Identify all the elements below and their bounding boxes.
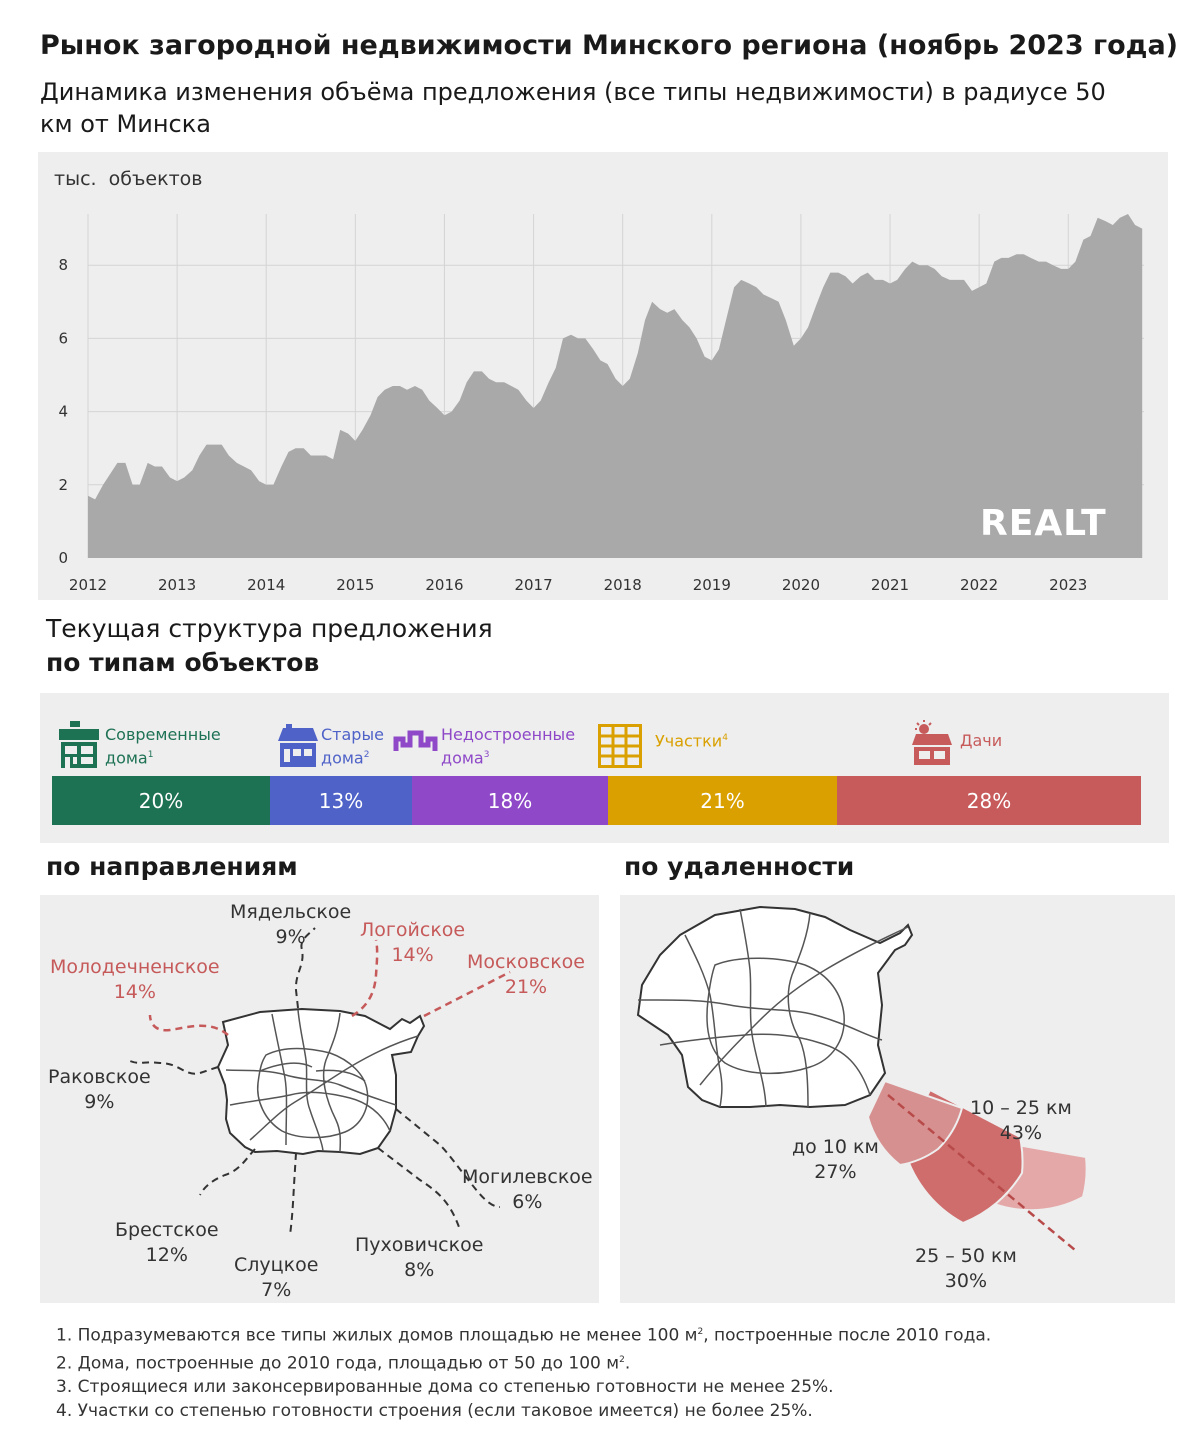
distance-10-25: 10 – 25 км 43% <box>970 1097 1072 1144</box>
mogilev-line <box>395 1108 501 1208</box>
x-tick-label: 2022 <box>960 576 998 594</box>
page-subtitle: Динамика изменения объёма предложения (в… <box>40 78 1106 138</box>
direction-slutsk: Слуцкое 7% <box>234 1254 319 1301</box>
area-series <box>88 214 1143 558</box>
pukhovichi-line <box>377 1147 461 1231</box>
plot-grid-icon <box>598 724 642 768</box>
brest-line <box>199 1148 256 1196</box>
distance-axis-line <box>887 1094 1076 1251</box>
bar-segment-unfinished: 18% <box>412 776 608 825</box>
direction-myadel: Мядельское 9% <box>230 901 352 948</box>
distance-25-50: 25 – 50 км 30% <box>915 1245 1017 1292</box>
unfinished-house-icon <box>393 730 438 751</box>
direction-logoisk: Логойское 14% <box>360 919 466 966</box>
molodechno-line <box>148 1014 229 1036</box>
x-tick-label: 2014 <box>247 576 285 594</box>
y-tick-label: 2 <box>58 476 68 494</box>
y-axis-unit-label: тыс. объектов <box>54 168 203 190</box>
structure-subheading: по типам объектов <box>46 648 320 677</box>
type-label-modern: Современные дома1 <box>105 725 221 768</box>
old-house-icon <box>278 724 318 767</box>
footnote-2: 2. Дома, построенные до 2010 года, площа… <box>56 1353 631 1374</box>
x-tick-label: 2013 <box>158 576 196 594</box>
directions-heading: по направлениям <box>46 852 298 881</box>
direction-rakov: Раковское 9% <box>48 1066 151 1113</box>
bar-segment-plots: 21% <box>608 776 837 825</box>
realt-logo: REALT <box>980 503 1107 544</box>
x-tick-label: 2012 <box>69 576 107 594</box>
bar-segment-modern: 20% <box>52 776 270 825</box>
direction-moscow: Московское 21% <box>467 951 585 998</box>
minsk-directions-map <box>129 927 511 1236</box>
y-tick-label: 4 <box>58 403 68 421</box>
bar-segment-dachas: 28% <box>837 776 1141 825</box>
distance-panel <box>620 895 1175 1303</box>
myadel-line <box>294 927 316 1009</box>
type-label-old: Старые дома2 <box>321 725 384 768</box>
page-title: Рынок загородной недвижимости Минского р… <box>40 30 1179 61</box>
direction-pukhovichi: Пуховичское 8% <box>355 1234 484 1281</box>
x-tick-label: 2016 <box>425 576 463 594</box>
modern-house-icon <box>59 721 99 768</box>
direction-molodechno: Молодечненское 14% <box>50 956 220 1003</box>
x-tick-label: 2021 <box>871 576 909 594</box>
footnote-3: 3. Строящиеся или законсервированные дом… <box>56 1377 834 1398</box>
logoisk-line <box>351 939 379 1018</box>
slutsk-line <box>289 1152 297 1236</box>
x-tick-label: 2018 <box>604 576 642 594</box>
x-tick-label: 2017 <box>514 576 552 594</box>
type-label-unfinished: Недостроенные дома3 <box>441 725 576 768</box>
footnotes: 1. Подразумеваются все типы жилых домов … <box>56 1320 991 1423</box>
x-tick-label: 2015 <box>336 576 374 594</box>
area-chart-panel: 0 2 4 6 8 2012 2013 2014 2015 2016 2017 2018 2019 202… <box>38 152 1168 600</box>
footnote-4: 4. Участки со степенью готовности строен… <box>56 1401 813 1422</box>
y-tick-label: 8 <box>58 256 68 274</box>
sector-0-10 <box>866 1079 964 1167</box>
distance-heading: по удаленности <box>624 852 855 881</box>
minsk-distance-map <box>636 905 1088 1251</box>
y-tick-label: 0 <box>58 549 68 567</box>
area-chart: 0 2 4 6 8 2012 2013 2014 2015 2016 2017 2018 2019 202… <box>58 214 1144 594</box>
rakov-line <box>129 1060 219 1075</box>
x-tick-label: 2019 <box>693 576 731 594</box>
type-label-dachas: Дачи <box>960 731 1003 750</box>
y-tick-label: 6 <box>58 329 68 347</box>
footnote-1: 1. Подразумеваются все типы жилых домов … <box>56 1325 992 1346</box>
bar-segment-old: 13% <box>270 776 412 825</box>
directions-panel <box>40 895 599 1303</box>
type-label-plots: Участки4 <box>655 731 728 751</box>
direction-brest: Брестское 12% <box>115 1219 219 1266</box>
direction-mogilev: Могилевское 6% <box>462 1166 593 1213</box>
moscow-line <box>423 970 511 1018</box>
structure-heading: Текущая структура предложения <box>46 614 493 643</box>
dacha-house-icon <box>912 720 952 765</box>
distance-0-10: до 10 км 27% <box>792 1136 879 1183</box>
x-tick-label: 2020 <box>782 576 820 594</box>
x-tick-label: 2023 <box>1049 576 1087 594</box>
